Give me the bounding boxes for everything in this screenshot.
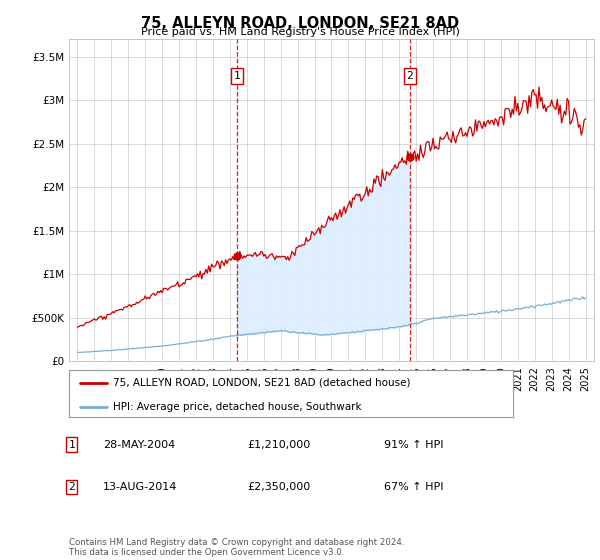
Text: 67% ↑ HPI: 67% ↑ HPI <box>384 482 443 492</box>
Text: 1: 1 <box>68 440 75 450</box>
Text: 13-AUG-2014: 13-AUG-2014 <box>103 482 178 492</box>
Text: 1: 1 <box>233 71 240 81</box>
Text: 2: 2 <box>406 71 413 81</box>
Text: 91% ↑ HPI: 91% ↑ HPI <box>384 440 443 450</box>
Text: £2,350,000: £2,350,000 <box>248 482 311 492</box>
Text: Contains HM Land Registry data © Crown copyright and database right 2024.
This d: Contains HM Land Registry data © Crown c… <box>69 538 404 557</box>
Text: 28-MAY-2004: 28-MAY-2004 <box>103 440 175 450</box>
Text: 75, ALLEYN ROAD, LONDON, SE21 8AD (detached house): 75, ALLEYN ROAD, LONDON, SE21 8AD (detac… <box>113 378 411 388</box>
Text: 75, ALLEYN ROAD, LONDON, SE21 8AD: 75, ALLEYN ROAD, LONDON, SE21 8AD <box>141 16 459 31</box>
Text: HPI: Average price, detached house, Southwark: HPI: Average price, detached house, Sout… <box>113 402 362 412</box>
Text: 2: 2 <box>68 482 75 492</box>
Text: Price paid vs. HM Land Registry's House Price Index (HPI): Price paid vs. HM Land Registry's House … <box>140 27 460 37</box>
Text: £1,210,000: £1,210,000 <box>248 440 311 450</box>
